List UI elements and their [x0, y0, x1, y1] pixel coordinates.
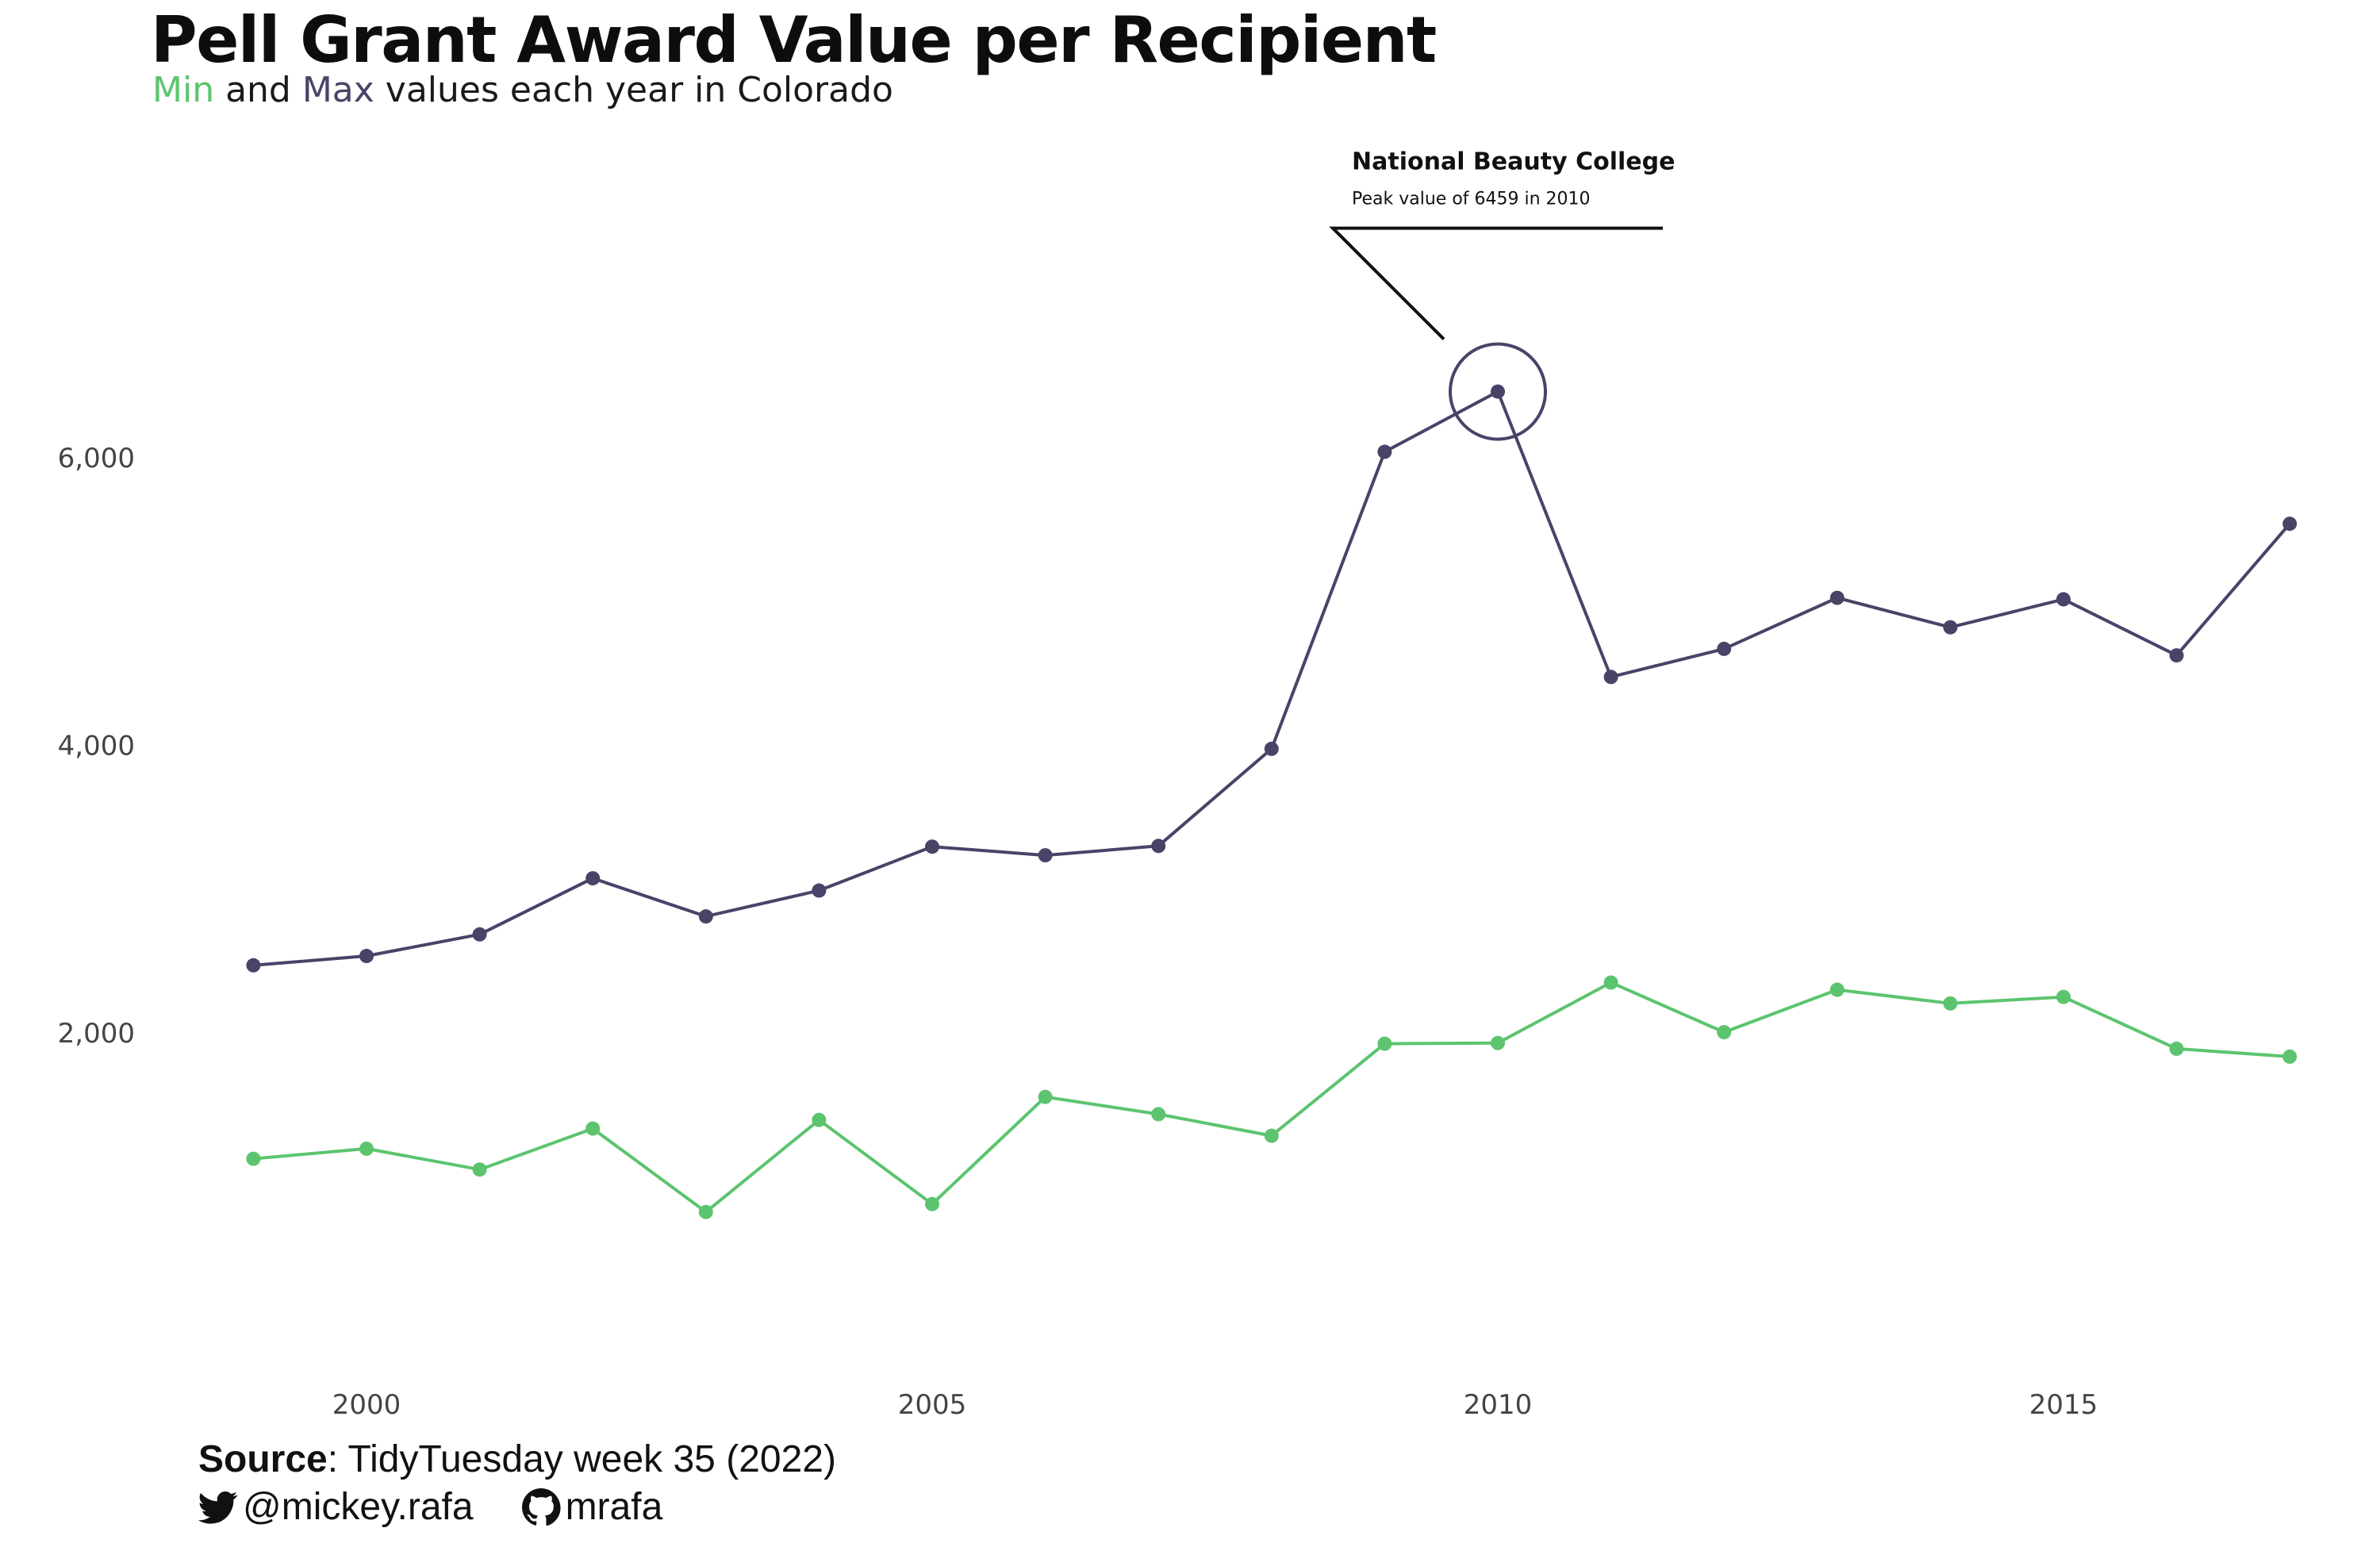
- data-point-max: [2282, 516, 2297, 532]
- subtitle-and-word: and: [214, 70, 302, 110]
- caption-source: Source: TidyTuesday week 35 (2022): [198, 1438, 836, 1481]
- data-point-min: [925, 1196, 939, 1211]
- data-point-min: [2282, 1049, 2297, 1064]
- x-tick-label: 2000: [332, 1389, 401, 1421]
- y-tick-label: 2,000: [58, 1018, 135, 1050]
- data-point-max: [812, 883, 827, 898]
- annotation-title: National Beauty College: [1352, 148, 1675, 176]
- data-point-max: [1264, 741, 1279, 756]
- data-point-max: [1943, 620, 1958, 635]
- github-handle: mrafa: [565, 1486, 663, 1528]
- data-point-min: [359, 1141, 374, 1156]
- x-tick-label: 2005: [898, 1389, 967, 1421]
- data-point-min: [2056, 989, 2071, 1004]
- subtitle-min-word: Min: [152, 70, 215, 110]
- data-point-max: [1151, 839, 1166, 854]
- data-point-max: [1603, 670, 1618, 685]
- annotation-circle: [1449, 342, 1547, 441]
- github-icon: [521, 1488, 561, 1527]
- data-point-min: [1717, 1025, 1732, 1040]
- data-point-min: [1038, 1089, 1053, 1104]
- data-point-min: [1603, 975, 1618, 990]
- series-line-min: [253, 981, 2290, 1214]
- caption-social: @mickey.rafa mrafa: [198, 1485, 662, 1529]
- data-point-min: [1264, 1128, 1279, 1143]
- data-point-min: [1151, 1107, 1166, 1122]
- data-point-min: [1943, 996, 1958, 1011]
- data-point-min: [1491, 1035, 1505, 1050]
- data-point-min: [472, 1162, 487, 1177]
- data-point-max: [472, 927, 487, 942]
- annotation-leader-line: [1329, 226, 1663, 340]
- caption-source-text: : TidyTuesday week 35 (2022): [327, 1438, 836, 1480]
- series-line-max: [253, 390, 2291, 967]
- data-point-max: [585, 871, 601, 886]
- data-point-max: [246, 958, 261, 973]
- data-point-max: [1038, 848, 1053, 863]
- data-point-max: [1491, 384, 1505, 399]
- subtitle-rest: values each year in Colorado: [374, 70, 893, 110]
- data-point-max: [698, 909, 713, 924]
- data-point-max: [359, 949, 374, 964]
- data-point-max: [2056, 592, 2071, 607]
- y-tick-label: 6,000: [58, 443, 135, 474]
- annotation-text: Peak value of 6459 in 2010: [1352, 190, 1591, 209]
- x-tick-label: 2015: [2029, 1389, 2098, 1421]
- data-point-max: [925, 839, 939, 854]
- chart-title: Pell Grant Award Value per Recipient: [151, 3, 1437, 77]
- data-point-min: [698, 1204, 713, 1219]
- twitter-handle: @mickey.rafa: [243, 1486, 474, 1528]
- data-point-min: [1829, 982, 1844, 997]
- data-point-min: [585, 1121, 601, 1136]
- data-point-max: [2169, 648, 2184, 663]
- subtitle-max-word: Max: [301, 70, 374, 110]
- data-point-max: [1717, 641, 1732, 656]
- data-point-max: [1829, 590, 1844, 605]
- data-point-max: [1377, 444, 1392, 459]
- caption-source-label: Source: [198, 1438, 328, 1480]
- y-tick-label: 4,000: [58, 730, 135, 762]
- chart-subtitle: Min and Max values each year in Colorado: [152, 70, 893, 110]
- x-tick-label: 2010: [1464, 1389, 1533, 1421]
- data-point-min: [812, 1112, 827, 1127]
- data-point-min: [1377, 1036, 1392, 1051]
- twitter-icon: [198, 1488, 238, 1527]
- data-point-min: [246, 1151, 261, 1166]
- data-point-min: [2169, 1041, 2184, 1056]
